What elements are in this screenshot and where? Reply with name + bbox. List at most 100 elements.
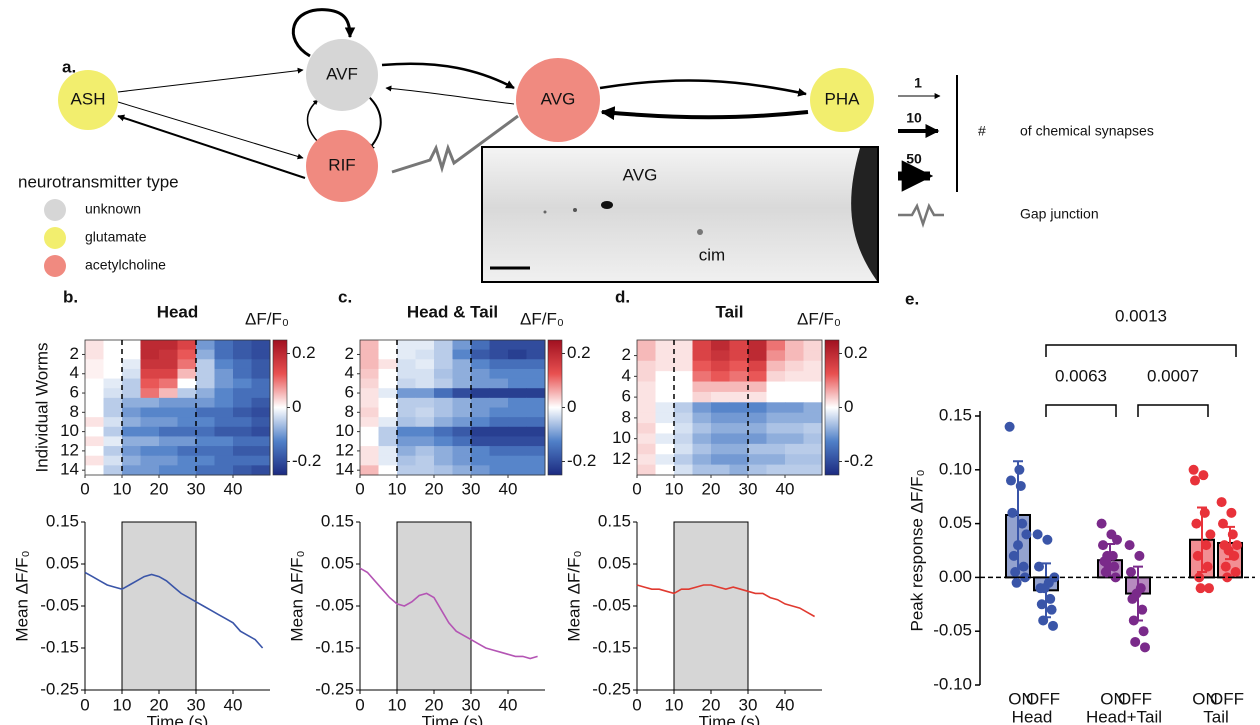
heatmap-cell (251, 349, 271, 360)
heatmap-cell (748, 412, 767, 424)
x-tick-label: 20 (425, 479, 444, 498)
heatmap-cell (452, 359, 472, 370)
data-point (1039, 583, 1050, 594)
heatmap-cell (103, 446, 123, 457)
micrograph-cell (601, 201, 613, 209)
heatmap-cell (214, 359, 234, 370)
stimulus-shade (121, 521, 197, 691)
heatmap-cell (397, 397, 416, 408)
heatmap-cell (214, 340, 234, 351)
heatmap-cell (729, 402, 749, 414)
heatmap-cell (196, 417, 215, 428)
heatmap-cell (85, 359, 104, 370)
data-point (1138, 626, 1149, 637)
heatmap-cell (674, 443, 693, 455)
heatmap-cell (434, 426, 453, 437)
x-tick-label: 20 (150, 479, 169, 498)
heatmap-cell (766, 340, 786, 351)
heatmap-cell (692, 381, 712, 393)
heatmap-cell (434, 340, 453, 351)
heatmap-cell (674, 340, 693, 351)
neuron (810, 68, 874, 132)
heatmap-cell (122, 388, 141, 399)
heatmap-cell (378, 436, 398, 447)
heatmap-cell (85, 397, 104, 408)
x-tick-label: OFF (1026, 689, 1060, 708)
micrograph-tail (851, 148, 877, 281)
heatmap-cell (471, 368, 490, 380)
heatmap-cell (103, 397, 123, 408)
heatmap-cell (766, 423, 786, 434)
micrograph-spot (543, 210, 547, 214)
heatmap-cell (692, 412, 712, 424)
heatmap-cell (489, 417, 509, 428)
colorbar (547, 339, 563, 476)
heatmap-cell (415, 407, 435, 418)
heatmap-cell (489, 388, 509, 399)
heatmap-cell (159, 340, 178, 351)
heatmap-cell (251, 426, 271, 437)
neuron-label: RIF (328, 155, 355, 174)
heatmap-cell (233, 446, 252, 457)
data-point (1223, 545, 1234, 556)
heatmap-cell (177, 417, 197, 428)
heatmap-cell (103, 465, 123, 476)
heatmap-cell (397, 436, 416, 447)
heatmap-cell (140, 388, 160, 399)
heatmap-cell (159, 378, 178, 389)
heatmap-cell (766, 381, 786, 393)
data-point (1130, 636, 1141, 647)
x-tick-label: 20 (702, 695, 721, 714)
heatmap-cell (489, 368, 509, 380)
heatmap-cell (692, 371, 712, 383)
heatmap-cell (434, 378, 453, 389)
x-tick-label: 30 (462, 695, 481, 714)
y-tick-label: 10 (335, 421, 354, 440)
heatmap-cell (729, 464, 749, 476)
y-tick-label: 4 (622, 366, 631, 385)
heatmap-cell (434, 359, 453, 370)
heatmap-cell (471, 417, 490, 428)
colorbar-title: ΔF/F₀ (245, 309, 289, 328)
data-point (1008, 550, 1019, 561)
heatmap-cell (214, 397, 234, 408)
heatmap-cell (177, 378, 197, 389)
heatmap-cell (471, 378, 490, 389)
heatmap-cell (103, 417, 123, 428)
heatmap-cell (85, 426, 104, 437)
y-tick-label: 12 (60, 440, 79, 459)
y-tick-label: -0.25 (315, 679, 354, 698)
y-tick-label: 0.05 (321, 553, 354, 572)
heatmap-cell (397, 426, 416, 437)
heatmap-cell (748, 340, 767, 351)
heatmap-cell (159, 417, 178, 428)
y-tick-label: 6 (345, 383, 354, 402)
network-edges (117, 8, 958, 228)
heatmap-cell (785, 391, 804, 403)
heatmap-cell (251, 465, 271, 476)
micrograph-spot (697, 229, 703, 235)
heatmap-cell (214, 388, 234, 399)
stimulus-shade (396, 521, 472, 691)
error-bar (1225, 525, 1235, 561)
heatmap-cell (508, 436, 527, 447)
heatmap-cell (655, 454, 675, 466)
colorbar-tick-label: 0 (844, 397, 853, 416)
heatmap-cell (711, 391, 730, 403)
heatmap-cell (360, 455, 379, 466)
heatmap-cell (711, 423, 730, 434)
heatmap-cell (637, 402, 656, 414)
colorbar-title: ΔF/F₀ (520, 309, 564, 328)
mean-trace (84, 571, 264, 649)
heatmap-cell (177, 359, 197, 370)
significance-bracket (1045, 344, 1237, 357)
x-tick-label: 30 (462, 479, 481, 498)
heatmap-cell (378, 359, 398, 370)
heatmap-cell (748, 391, 767, 403)
chart-title: Head (157, 302, 199, 321)
heatmap-cell (140, 417, 160, 428)
x-tick-label: 30 (187, 695, 206, 714)
heatmap-cell (766, 371, 786, 383)
y-tick-label: -0.25 (40, 679, 79, 698)
